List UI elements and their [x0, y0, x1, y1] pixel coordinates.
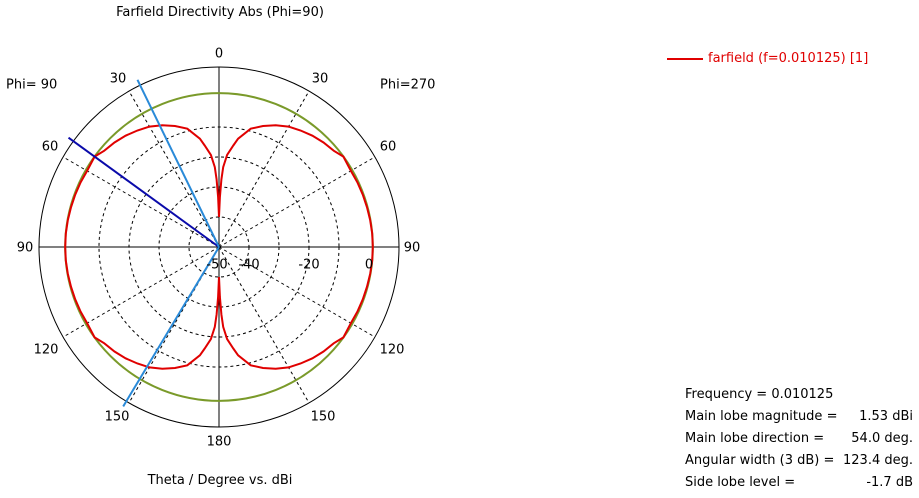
grid-spoke [218, 90, 310, 248]
beamwidth-edge-line [122, 246, 220, 407]
grid-spoke [62, 246, 220, 338]
info-row-width: Angular width (3 dB) = 123.4 deg. [685, 450, 913, 472]
angle-label-0: 0 [215, 47, 223, 62]
info-sidelobe-label: Side lobe level = [685, 475, 796, 490]
grid-spoke [218, 246, 376, 338]
angle-label-60-left: 60 [42, 140, 59, 155]
angle-label-60-right: 60 [380, 140, 397, 155]
info-row-sidelobe: Side lobe level = -1.7 dB [685, 472, 913, 494]
info-width-label: Angular width (3 dB) = [685, 453, 835, 468]
beamwidth-edge-line [136, 79, 220, 248]
farfield-trace [64, 124, 220, 248]
info-sidelobe-value: -1.7 dB [866, 475, 913, 490]
angle-label-90-left: 90 [17, 241, 34, 256]
phi-left-label: Phi= 90 [6, 78, 57, 93]
farfield-trace [218, 246, 374, 370]
grid-spoke [218, 156, 376, 248]
info-magnitude-label: Main lobe magnitude = [685, 409, 838, 424]
x-axis-label: Theta / Degree vs. dBi [147, 473, 293, 488]
farfield-trace [218, 124, 374, 248]
reference-circle [64, 92, 374, 402]
info-width-value: 123.4 deg. [843, 453, 913, 468]
farfield-trace [64, 246, 220, 370]
info-row-magnitude: Main lobe magnitude = 1.53 dBi [685, 406, 913, 428]
angle-label-90-right: 90 [404, 241, 421, 256]
angle-label-150-right: 150 [311, 410, 336, 425]
angle-label-30-right: 30 [312, 72, 329, 87]
lobe-info-panel: Frequency = 0.010125 Main lobe magnitude… [685, 384, 913, 494]
radial-tick-label: -40 [238, 258, 259, 273]
angle-label-120-left: 120 [34, 343, 59, 358]
radial-tick-label: 0 [365, 258, 373, 273]
angle-label-180: 180 [207, 435, 232, 450]
grid-spoke [62, 156, 220, 248]
chart-title: Farfield Directivity Abs (Phi=90) [116, 5, 324, 20]
info-direction-label: Main lobe direction = [685, 431, 825, 446]
angle-label-30-left: 30 [110, 72, 127, 87]
info-row-direction: Main lobe direction = 54.0 deg. [685, 428, 913, 450]
grid-spoke [128, 90, 220, 248]
radial-tick-label: -50 [206, 258, 227, 273]
info-row-frequency: Frequency = 0.010125 [685, 384, 913, 406]
grid-spoke [218, 246, 310, 404]
legend[interactable]: farfield (f=0.010125) [1] [667, 51, 868, 66]
info-frequency: Frequency = 0.010125 [685, 387, 834, 402]
main-lobe-direction-line [67, 136, 220, 248]
legend-swatch [667, 57, 703, 60]
phi-right-label: Phi=270 [380, 78, 435, 93]
angle-label-120-right: 120 [380, 343, 405, 358]
info-direction-value: 54.0 deg. [851, 431, 913, 446]
info-magnitude-value: 1.53 dBi [859, 409, 913, 424]
angle-label-150-left: 150 [105, 410, 130, 425]
radial-tick-label: -20 [298, 258, 319, 273]
legend-label: farfield (f=0.010125) [1] [708, 51, 869, 66]
